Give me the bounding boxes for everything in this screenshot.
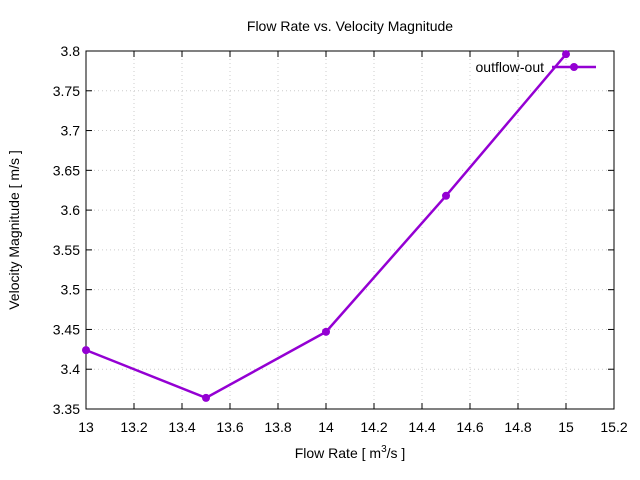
y-tick-label: 3.45 <box>53 321 80 337</box>
plot-frame <box>85 50 615 410</box>
y-tick-label: 3.7 <box>61 123 81 139</box>
x-tick-label: 13 <box>78 419 94 435</box>
x-tick-label: 15.2 <box>600 419 627 435</box>
x-tick-label: 13.4 <box>168 419 195 435</box>
x-tick-label: 14.4 <box>408 419 435 435</box>
y-tick-label: 3.6 <box>61 202 81 218</box>
x-tick-label: 15 <box>558 419 574 435</box>
legend: outflow-out <box>476 59 596 75</box>
y-tick-label: 3.8 <box>61 43 81 59</box>
x-axis-label: Flow Rate [ m3/s ] <box>295 444 406 461</box>
x-tick-label: 14.8 <box>504 419 531 435</box>
y-tick-label: 3.55 <box>53 242 80 258</box>
legend-marker <box>570 63 578 71</box>
y-tick-label: 3.75 <box>53 83 80 99</box>
y-tick-label: 3.5 <box>61 282 81 298</box>
x-tick-label: 14.2 <box>360 419 387 435</box>
y-tick-label: 3.65 <box>53 162 80 178</box>
series-line <box>85 53 567 400</box>
y-tick-label: 3.35 <box>53 401 80 417</box>
legend-label: outflow-out <box>476 59 545 75</box>
data-point <box>82 346 90 355</box>
x-tick-label: 13.6 <box>216 419 243 435</box>
data-point <box>442 191 450 200</box>
x-tick-label: 14 <box>318 419 334 435</box>
data-point <box>202 393 210 402</box>
chart-title: Flow Rate vs. Velocity Magnitude <box>247 18 453 34</box>
y-axis-label: Velocity Magnitude [ m/s ] <box>6 150 22 310</box>
data-point <box>322 327 330 336</box>
x-tick-label: 13.2 <box>120 419 147 435</box>
data-point <box>562 50 570 59</box>
x-tick-label: 13.8 <box>264 419 291 435</box>
series-outflow-out <box>82 50 570 402</box>
ticks: 13 13.2 13.4 13.6 13.8 14 14.2 14.4 14.6 14.8 15 15… <box>53 43 628 435</box>
y-tick-label: 3.4 <box>61 361 81 377</box>
x-tick-label: 14.6 <box>456 419 483 435</box>
grid <box>86 51 614 409</box>
